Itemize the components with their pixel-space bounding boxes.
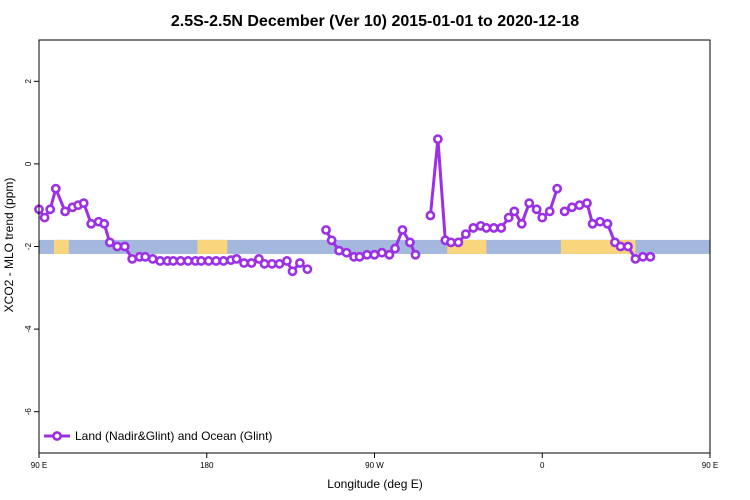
data-point (552, 183, 563, 194)
x-tick-label: 90 W (365, 461, 384, 470)
data-point (630, 253, 641, 264)
legend: Land (Nadir&Glint) and Ocean (Glint) (44, 429, 272, 443)
y-tick-label: -2 (24, 242, 33, 250)
data-point (384, 249, 395, 260)
data-point (183, 256, 194, 266)
data-point (582, 198, 592, 209)
data-point (326, 235, 337, 246)
y-tick-label: -6 (24, 408, 33, 416)
data-point (425, 210, 436, 221)
data-point (595, 216, 605, 227)
x-tick-label: 90 E (31, 461, 47, 470)
data-point (104, 237, 115, 248)
data-point (587, 218, 598, 229)
data-point (516, 218, 527, 229)
data-point (362, 249, 372, 260)
data-point (274, 258, 285, 269)
y-axis: 2 0 -2 -4 -6 (24, 79, 39, 416)
y-tick-label: 0 (24, 161, 33, 166)
data-point (481, 223, 492, 233)
data-point (410, 249, 421, 260)
data-point (231, 253, 242, 264)
data-point (397, 225, 408, 235)
data-point (127, 253, 138, 264)
data-point (287, 266, 298, 277)
data-point (537, 212, 548, 223)
data-point (60, 206, 70, 217)
data-point (377, 247, 387, 258)
data-point (468, 223, 479, 233)
x-tick-label: 180 (200, 461, 214, 470)
data-point (602, 218, 613, 229)
data-point (496, 223, 507, 233)
data-point (119, 241, 130, 252)
data-point (432, 134, 443, 145)
data-point (574, 200, 585, 211)
data-point (140, 251, 151, 262)
data-point (453, 237, 464, 248)
data-point (147, 253, 158, 264)
x-tick-label: 0 (540, 461, 545, 470)
data-point (321, 225, 331, 235)
data-point (239, 258, 249, 268)
data-point (567, 202, 577, 213)
data-point (50, 183, 61, 194)
data-point (509, 206, 520, 217)
data-point (175, 256, 186, 266)
y-axis-label: XCO2 - MLO trend (ppm) (2, 178, 16, 313)
y-tick-label: 2 (24, 79, 33, 84)
data-point (645, 251, 656, 262)
chart-title: 2.5S-2.5N December (Ver 10) 2015-01-01 t… (171, 13, 579, 30)
data-point (254, 253, 264, 264)
y-tick-label: -4 (24, 325, 33, 333)
data-point (615, 241, 626, 252)
x-tick-label: 90 E (702, 461, 718, 470)
series-layer (34, 134, 656, 277)
data-point (623, 241, 633, 252)
data-point (302, 264, 313, 275)
data-point (524, 198, 535, 209)
data-point (354, 251, 365, 262)
data-point (259, 258, 270, 269)
data-point (334, 245, 344, 256)
data-point (638, 251, 648, 262)
data-point (218, 256, 229, 266)
data-point (460, 229, 471, 240)
data-point (168, 256, 179, 266)
data-point (267, 258, 277, 269)
x-axis: 90 E 180 90 W 0 90 E (31, 453, 718, 470)
data-point (86, 218, 97, 229)
x-axis-label: Longitude (deg E) (327, 477, 422, 491)
data-point (203, 256, 214, 266)
data-point (281, 256, 292, 266)
data-point (246, 258, 257, 268)
data-point (295, 258, 305, 268)
data-point (112, 241, 123, 252)
data-point (390, 243, 400, 254)
data-point (99, 218, 110, 229)
data-point (39, 212, 50, 223)
data-point (544, 206, 555, 217)
data-point (196, 256, 207, 266)
data-point (211, 256, 221, 266)
land-segment (197, 239, 228, 254)
data-point (559, 206, 570, 217)
data-point (45, 204, 56, 215)
data-point (155, 256, 166, 266)
data-point (78, 198, 89, 209)
data-point (531, 204, 542, 215)
land-segment (53, 239, 69, 254)
data-point (503, 212, 514, 223)
data-point (488, 223, 499, 233)
data-point (341, 247, 352, 258)
data-point (405, 237, 415, 248)
legend-label: Land (Nadir&Glint) and Ocean (Glint) (75, 429, 272, 443)
data-point (369, 249, 380, 260)
legend-marker (52, 431, 62, 441)
data-point (446, 237, 456, 248)
